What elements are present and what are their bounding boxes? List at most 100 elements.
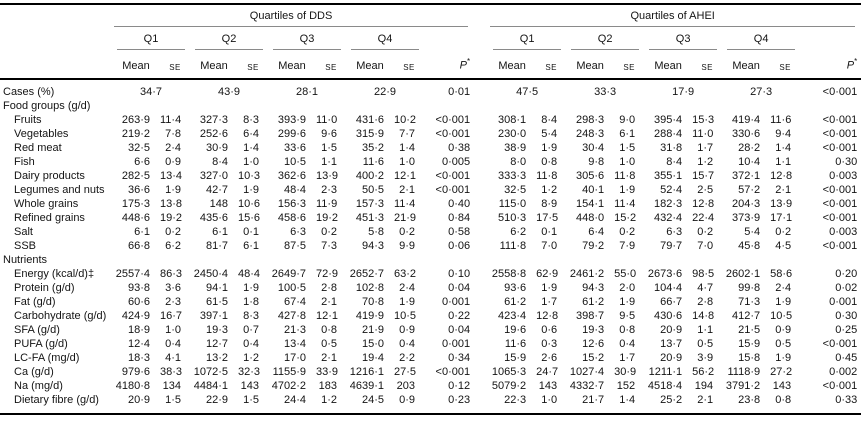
mean-value: 57·2 <box>738 183 761 196</box>
mean-value: 21·7 <box>582 393 605 406</box>
header-group-row: Quartiles of DDS Quartiles of AHEI <box>0 4 861 27</box>
se-value: 0·8 <box>775 393 792 406</box>
mean-value: 30·9 <box>205 141 228 154</box>
se-header: SE <box>614 50 645 80</box>
col-group-ahei: Quartiles of AHEI <box>488 4 861 27</box>
table-row-cases: Cases (%) 34·7 43·9 28·1 22·9 0·01 47·5 33·3 17·… <box>0 79 861 99</box>
se-value: 0·4 <box>399 337 415 350</box>
mean-value: 1216·1 <box>349 365 384 378</box>
p-header-ahei: P* <box>800 50 862 80</box>
table-row-item: PUFA (g/d) 12·4 0·4 12·7 0·4 13·4 0·5 15·0 0·4 0·… <box>0 337 861 351</box>
group-gap <box>474 141 488 155</box>
se-value: 1·9 <box>243 281 259 294</box>
mean-value: 2652·7 <box>349 267 384 280</box>
table-row-item: Refined grains 448·6 19·2 435·6 15·6 458·6 19·… <box>0 211 861 225</box>
se-value: 1·9 <box>775 295 792 308</box>
se-value: 1·4 <box>775 141 792 154</box>
se-value: 2·4 <box>399 281 415 294</box>
mean-value: 94·1 <box>205 281 228 294</box>
se-value: 0·8 <box>321 323 337 336</box>
p-value: 0·001 <box>441 295 471 308</box>
mean-value: 38·9 <box>504 141 527 154</box>
se-value: 30·9 <box>614 365 637 378</box>
se-value: 1·0 <box>541 393 558 406</box>
mean-value: 252·6 <box>199 127 228 140</box>
se-value: 56·2 <box>692 365 715 378</box>
cases-value: 22·9 <box>373 85 397 98</box>
se-value: 24·7 <box>536 365 559 378</box>
quartile-label: Q3 <box>649 33 718 50</box>
mean-value: 1118·9 <box>727 365 761 378</box>
se-value: 1·2 <box>321 393 337 406</box>
se-value: 19·2 <box>160 211 183 224</box>
se-value: 1·5 <box>165 393 181 406</box>
se-value: 2·8 <box>697 295 714 308</box>
mean-value: 298·3 <box>575 113 605 126</box>
p-value: <0·001 <box>435 169 471 182</box>
se-value: 0·8 <box>619 323 636 336</box>
se-value: 7·3 <box>321 239 337 252</box>
mean-value: 2450·4 <box>193 267 228 280</box>
se-value: 1·1 <box>697 323 714 336</box>
se-value: 2·8 <box>321 281 337 294</box>
se-value: 0·5 <box>775 337 792 350</box>
se-value: 7·7 <box>399 127 415 140</box>
mean-value: 175·3 <box>121 197 150 210</box>
se-value: 143 <box>240 379 259 392</box>
se-value: 1·0 <box>399 155 415 168</box>
mean-value: 5079·2 <box>491 379 527 392</box>
mean-value: 12·4 <box>127 337 150 350</box>
mean-value: 25·2 <box>660 393 683 406</box>
mean-value: 24·4 <box>283 393 306 406</box>
se-value: 203 <box>396 379 415 392</box>
mean-value: 431·6 <box>355 113 384 126</box>
cases-value: 47·5 <box>516 85 539 98</box>
se-value: 7·0 <box>697 239 714 252</box>
se-value: 10·5 <box>770 309 793 322</box>
mean-value: 8·4 <box>666 155 683 168</box>
se-value: 9·9 <box>399 239 415 252</box>
se-value: 10·5 <box>394 309 417 322</box>
se-value: 11·8 <box>614 169 636 182</box>
se-value: 48·4 <box>238 267 261 280</box>
se-value: 8·3 <box>243 113 259 126</box>
table-row-item: Na (mg/d) 4180·8 134 4484·1 143 4702·2 183 4639… <box>0 379 861 393</box>
mean-value: 156·3 <box>277 197 306 210</box>
se-value: 55·0 <box>614 267 637 280</box>
se-value: 10·2 <box>394 113 417 126</box>
group-gap <box>474 225 488 239</box>
group-gap <box>474 351 488 365</box>
mean-value: 448·6 <box>121 211 150 224</box>
se-value: 0·4 <box>619 337 636 350</box>
p-value: 0·003 <box>829 225 858 238</box>
se-value: 63·2 <box>394 267 417 280</box>
mean-value: 372·1 <box>731 169 761 182</box>
se-value: 8·9 <box>541 197 558 210</box>
se-value: 0·1 <box>541 225 558 238</box>
se-value: 11·0 <box>316 113 338 126</box>
se-value: 1·9 <box>619 183 636 196</box>
p-value: 0·002 <box>829 365 858 378</box>
mean-value: 17·0 <box>283 351 306 364</box>
se-value: 12·1 <box>316 309 339 322</box>
mean-value: 19·3 <box>205 323 228 336</box>
se-value: 8·3 <box>243 309 259 322</box>
mean-value: 362·6 <box>277 169 306 182</box>
quartile-header-ahei-q3: Q3 <box>644 27 722 50</box>
mean-header: Mean <box>644 50 693 80</box>
mean-value: 10·4 <box>738 155 761 168</box>
se-value: 2·5 <box>697 183 714 196</box>
se-value: 15·2 <box>614 211 637 224</box>
se-value: 11·4 <box>394 197 416 210</box>
group-gap <box>474 113 488 127</box>
se-value: 1·5 <box>243 393 259 406</box>
mean-value: 6·1 <box>134 225 150 238</box>
mean-value: 19·4 <box>361 351 384 364</box>
se-value: 72·9 <box>316 267 339 280</box>
se-value: 1·9 <box>775 351 792 364</box>
mean-value: 6·2 <box>510 225 527 238</box>
mean-value: 432·4 <box>653 211 683 224</box>
mean-value: 5·8 <box>368 225 384 238</box>
mean-value: 40·1 <box>582 183 605 196</box>
